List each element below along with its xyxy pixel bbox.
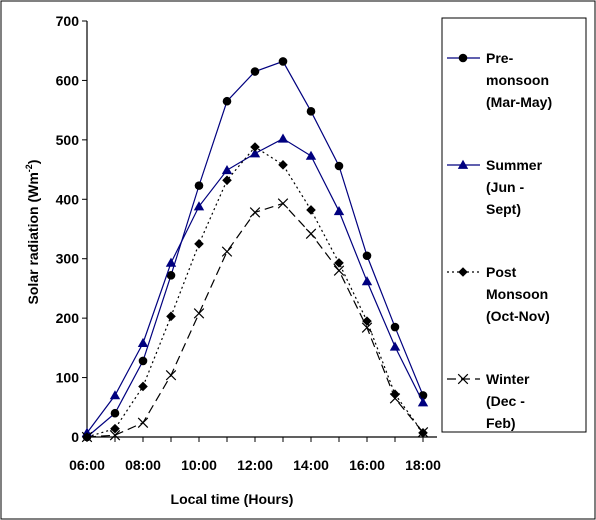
x-tick-label: 16:00 xyxy=(349,457,385,473)
x-tick-label: 10:00 xyxy=(181,457,217,473)
data-point-summer xyxy=(137,337,149,348)
data-point-postmonsoon xyxy=(110,423,120,434)
legend-label-premonsoon: monsoon xyxy=(486,72,549,88)
legend-label-postmonsoon: (Oct-Nov) xyxy=(486,308,550,324)
data-point-winter xyxy=(193,308,205,319)
data-point-summer xyxy=(221,164,233,175)
series-premonsoon xyxy=(82,57,428,442)
x-tick-label: 08:00 xyxy=(125,457,161,473)
data-point-premonsoon xyxy=(138,356,148,366)
data-point-postmonsoon xyxy=(306,205,316,215)
legend-label-premonsoon: (Mar-May) xyxy=(486,94,552,110)
x-tick-label: 18:00 xyxy=(405,457,441,473)
legend-label-winter: Feb) xyxy=(486,415,516,431)
legend-label-premonsoon: Pre- xyxy=(486,50,514,66)
data-point-winter xyxy=(277,198,289,209)
legend-label-postmonsoon: Post xyxy=(486,264,517,280)
data-point-winter xyxy=(361,322,373,333)
legend-swatch-marker-summer xyxy=(457,159,469,169)
legend-label-winter: (Dec - xyxy=(486,393,525,409)
data-point-premonsoon xyxy=(250,67,260,76)
y-tick-label: 100 xyxy=(56,370,80,386)
data-point-summer xyxy=(277,133,289,143)
y-axis-label-close: ) xyxy=(25,160,41,165)
y-tick-label: 400 xyxy=(56,191,80,207)
data-point-summer xyxy=(361,276,373,286)
y-axis-label: Solar radiation (Wm-2) xyxy=(24,160,41,305)
data-point-postmonsoon xyxy=(222,175,232,186)
x-axis-label: Local time (Hours) xyxy=(171,491,294,507)
data-point-postmonsoon xyxy=(194,239,204,249)
data-point-winter xyxy=(333,265,345,276)
legend-label-summer: Summer xyxy=(486,157,543,173)
data-point-summer xyxy=(109,390,121,400)
data-point-winter xyxy=(109,429,121,441)
data-point-winter xyxy=(389,393,401,404)
data-point-premonsoon xyxy=(306,107,316,116)
data-point-postmonsoon xyxy=(166,311,176,322)
y-tick-label: 200 xyxy=(56,310,80,326)
data-point-premonsoon xyxy=(390,322,400,332)
x-tick-label: 12:00 xyxy=(237,457,273,473)
legend-box xyxy=(441,17,587,433)
data-point-winter xyxy=(81,431,93,443)
data-point-summer xyxy=(417,397,429,407)
data-point-postmonsoon xyxy=(362,316,372,326)
x-tick-label: 06:00 xyxy=(69,457,105,473)
data-point-premonsoon xyxy=(110,408,120,418)
data-point-premonsoon xyxy=(222,96,232,106)
series-summer xyxy=(81,133,429,437)
legend-label-summer: Sept) xyxy=(486,201,521,217)
svg-text:Solar radiation (Wm-2): Solar radiation (Wm-2) xyxy=(24,160,41,305)
data-point-summer xyxy=(249,148,261,158)
y-tick-label: 600 xyxy=(56,72,80,88)
data-point-winter xyxy=(165,369,177,381)
data-point-postmonsoon xyxy=(334,258,344,268)
legend-swatch-marker-premonsoon xyxy=(458,53,468,63)
y-tick-label: 500 xyxy=(56,132,80,148)
data-point-postmonsoon xyxy=(278,160,288,170)
legend: Pre-monsoon (Mar-May) Summer (Jun - Sept) Pos… xyxy=(441,17,587,433)
data-point-winter xyxy=(249,207,261,218)
y-tick-label: 300 xyxy=(56,251,80,267)
data-point-premonsoon xyxy=(362,251,372,261)
data-point-summer xyxy=(193,201,205,211)
y-axis-label-main: Solar radiation (Wm xyxy=(25,172,41,304)
data-point-premonsoon xyxy=(166,271,176,280)
legend-label-summer: (Jun - xyxy=(486,179,524,195)
data-point-summer xyxy=(333,205,345,216)
x-tick-label: 14:00 xyxy=(293,457,329,473)
data-point-winter xyxy=(305,228,317,239)
legend-swatch-marker-postmonsoon xyxy=(458,267,468,277)
data-point-summer xyxy=(389,341,401,351)
series-winter xyxy=(81,198,429,443)
data-point-winter xyxy=(137,417,149,428)
data-point-postmonsoon xyxy=(138,381,148,392)
data-point-summer xyxy=(165,257,177,267)
plot-area: 0 100 200 300 400 500 600 700 06:00 08:00 10:00 12:… xyxy=(56,13,441,473)
data-point-premonsoon xyxy=(334,161,344,171)
data-point-postmonsoon xyxy=(250,142,260,152)
legend-label-winter: Winter xyxy=(486,371,530,387)
legend-label-postmonsoon: Monsoon xyxy=(486,286,548,302)
data-point-premonsoon xyxy=(278,57,288,66)
data-point-summer xyxy=(305,150,317,160)
y-tick-label: 0 xyxy=(71,429,79,445)
data-point-winter xyxy=(417,427,429,438)
y-axis-label-sup: -2 xyxy=(24,164,34,172)
data-point-winter xyxy=(221,246,233,257)
y-tick-label: 700 xyxy=(56,13,80,29)
data-point-premonsoon xyxy=(194,181,204,190)
legend-swatch-marker-winter xyxy=(457,373,469,385)
